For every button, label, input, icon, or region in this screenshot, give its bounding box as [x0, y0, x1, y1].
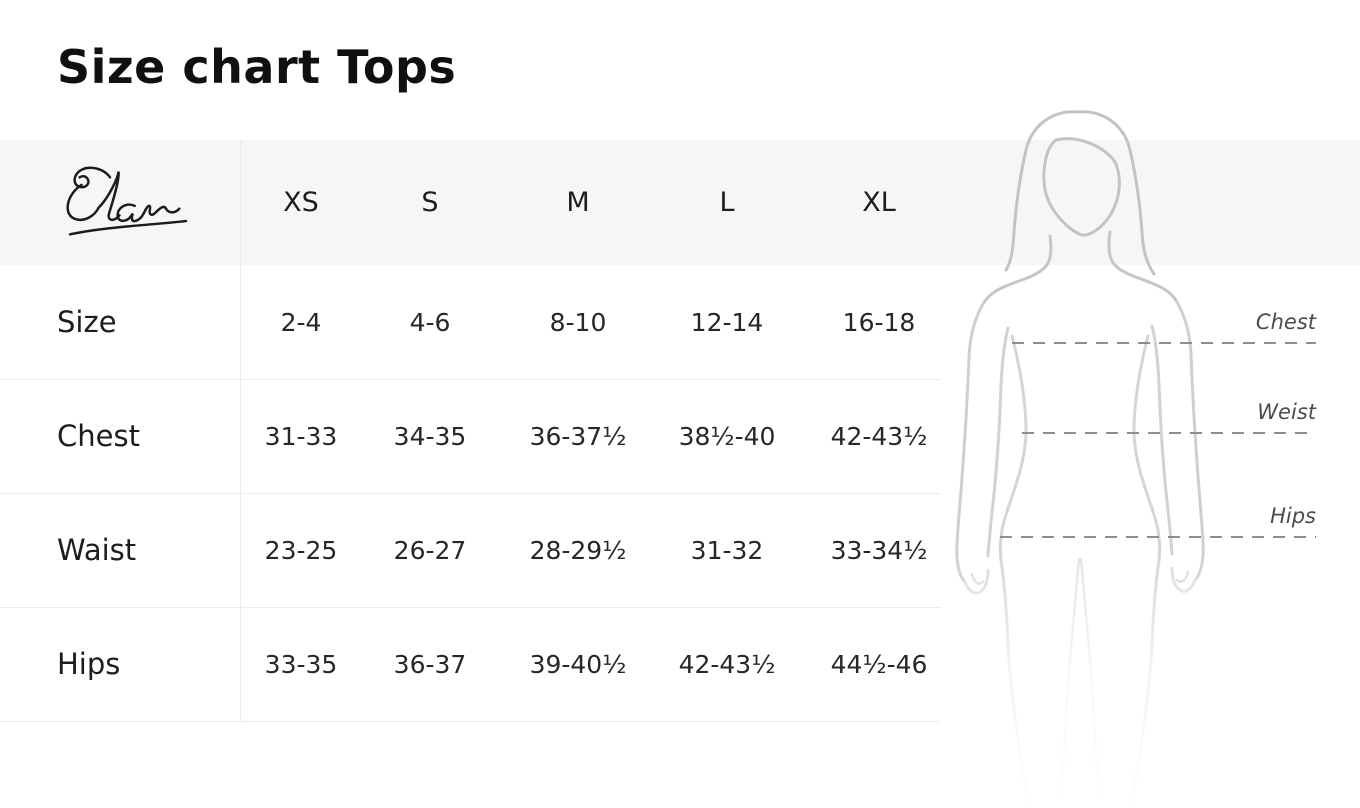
row-divider	[0, 721, 941, 722]
table-cell: 16-18	[842, 307, 916, 337]
row-label-chest: Chest	[57, 419, 140, 453]
table-cell: 42-43½	[830, 421, 928, 451]
vertical-divider	[240, 140, 241, 721]
row-label-waist: Waist	[57, 533, 137, 567]
table-cell: 31-32	[690, 535, 764, 565]
table-cell: 34-35	[393, 421, 467, 451]
column-header-s: S	[421, 187, 439, 218]
row-label-hips: Hips	[57, 647, 121, 681]
column-header-xs: XS	[283, 187, 319, 218]
table-cell: 33-34½	[830, 535, 928, 565]
table-cell: 39-40½	[529, 649, 627, 679]
table-cell: 4-6	[409, 307, 451, 337]
table-cell: 31-33	[264, 421, 338, 451]
column-header-xl: XL	[862, 187, 896, 218]
table-cell: 8-10	[549, 307, 607, 337]
table-cell: 2-4	[280, 307, 322, 337]
measure-label-hips: Hips	[1270, 504, 1316, 528]
column-header-m: M	[566, 187, 590, 218]
row-divider	[0, 607, 941, 608]
measure-label-weist: Weist	[1257, 400, 1316, 424]
table-cell: 28-29½	[529, 535, 627, 565]
hips-dashed-line	[1000, 536, 1316, 538]
row-label-size: Size	[57, 305, 117, 339]
table-cell: 12-14	[690, 307, 764, 337]
table-cell: 36-37	[393, 649, 467, 679]
table-cell: 38½-40	[678, 421, 776, 451]
size-table: Elan XS S M L XL Size 2-4 4-6 8-10 12-14…	[0, 140, 962, 721]
table-cell: 42-43½	[678, 649, 776, 679]
table-cell: 26-27	[393, 535, 467, 565]
page-title: Size chart Tops	[57, 40, 457, 94]
table-cell: 44½-46	[830, 649, 928, 679]
body-figure-illustration	[950, 104, 1220, 806]
table-cell: 36-37½	[529, 421, 627, 451]
measure-label-chest: Chest	[1255, 310, 1316, 334]
brand-signature-icon	[66, 166, 188, 236]
chest-dashed-line	[1012, 342, 1316, 344]
row-divider	[0, 379, 941, 380]
brand-logo-cell: Elan	[0, 140, 240, 265]
column-header-l: L	[719, 187, 735, 218]
woman-outline-icon	[955, 110, 1205, 806]
table-cell: 33-35	[264, 649, 338, 679]
row-divider	[0, 493, 941, 494]
weist-dashed-line	[1022, 432, 1316, 434]
table-cell: 23-25	[264, 535, 338, 565]
